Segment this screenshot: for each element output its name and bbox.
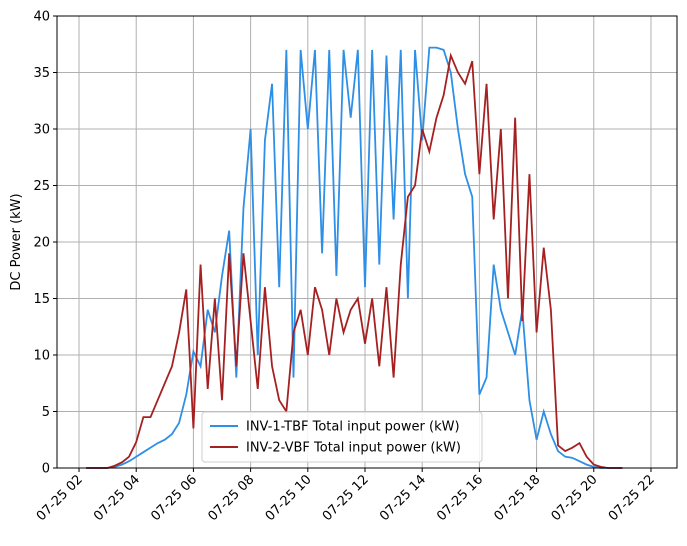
- x-tick-label: 07-25 18: [491, 472, 543, 524]
- x-tick-label: 07-25 08: [205, 472, 257, 524]
- y-tick-label: 10: [33, 349, 50, 364]
- series-line: [86, 52, 623, 469]
- x-tick-label: 07-25 16: [434, 472, 486, 524]
- series-line: [86, 46, 623, 469]
- x-tick-label: 07-25 10: [263, 472, 315, 524]
- legend-label: INV-1-TBF Total input power (kW): [246, 420, 460, 435]
- x-tick-label: 07-25 14: [377, 472, 429, 524]
- y-tick-label: 30: [33, 123, 50, 138]
- plot-frame: [56, 15, 678, 469]
- legend-label: INV-2-VBF Total input power (kW): [246, 441, 461, 456]
- x-tick-label: 07-25 12: [320, 472, 372, 524]
- x-tick-label: 07-25 22: [606, 472, 658, 524]
- y-tick-label: 25: [33, 179, 50, 194]
- x-tick-label: 07-25 06: [148, 472, 200, 524]
- legend: INV-1-TBF Total input power (kW) INV-2-VB…: [201, 411, 483, 463]
- y-tick-label: 15: [33, 292, 50, 307]
- y-tick-label: 0: [42, 462, 50, 477]
- y-tick-label: 40: [33, 10, 50, 25]
- y-tick-label: 5: [42, 405, 50, 420]
- x-tick-label: 07-25 20: [549, 472, 601, 524]
- legend-box: [201, 411, 483, 463]
- x-tick-label: 07-25 02: [34, 472, 86, 524]
- x-tick-label: 07-25 04: [91, 472, 143, 524]
- y-axis-label: DC Power (kW): [9, 193, 24, 290]
- y-tick-label: 35: [33, 66, 50, 81]
- y-tick-label: 20: [33, 236, 50, 251]
